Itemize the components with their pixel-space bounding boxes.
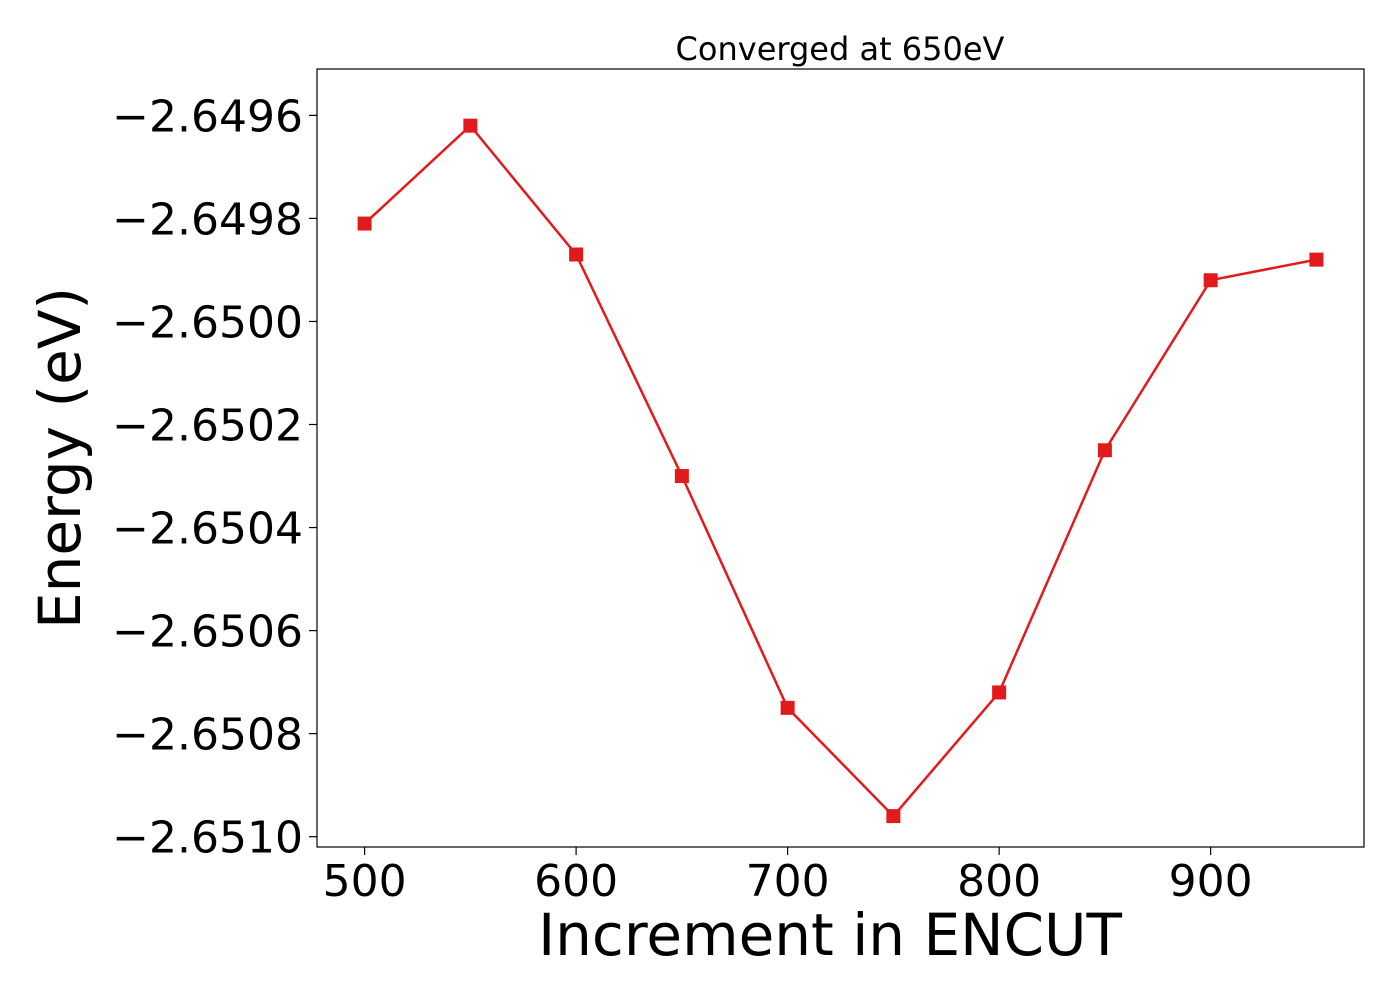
data-point-marker xyxy=(886,809,901,824)
x-tick-label: 600 xyxy=(534,856,618,907)
y-tick-label: −2.6510 xyxy=(112,813,303,864)
y-tick-label: −2.6508 xyxy=(112,710,303,761)
plot-frame xyxy=(316,68,1365,848)
data-point-marker xyxy=(569,247,584,262)
y-tick-label: −2.6504 xyxy=(112,504,303,555)
x-tick-label: 900 xyxy=(1169,856,1253,907)
y-tick-label: −2.6502 xyxy=(112,401,303,452)
data-point-marker xyxy=(674,469,689,484)
y-tick-label: −2.6506 xyxy=(112,607,303,658)
data-point-marker xyxy=(780,700,795,715)
x-tick-label: 800 xyxy=(957,856,1041,907)
x-axis-label: Increment in ENCUT xyxy=(538,901,1122,969)
chart-title: Converged at 650eV xyxy=(676,30,1005,68)
data-point-marker xyxy=(992,685,1007,700)
ticks-layer: 500 600 700 800 900 −2.6496 −2.6498 −2.6500 −2.6… xyxy=(112,91,1252,907)
y-axis-label: Energy (eV) xyxy=(26,287,94,629)
data-point-marker xyxy=(357,216,372,231)
x-tick-label: 500 xyxy=(323,856,407,907)
y-tick-label: −2.6500 xyxy=(112,297,303,348)
x-tick-label: 700 xyxy=(746,856,830,907)
data-point-marker xyxy=(1309,252,1324,267)
plot-area xyxy=(357,118,1324,824)
series-line xyxy=(363,123,1317,818)
y-tick-label: −2.6498 xyxy=(112,194,303,245)
data-point-marker xyxy=(1097,443,1112,458)
y-tick-label: −2.6496 xyxy=(112,91,303,142)
data-point-marker xyxy=(463,118,478,133)
data-point-marker xyxy=(1203,273,1218,288)
